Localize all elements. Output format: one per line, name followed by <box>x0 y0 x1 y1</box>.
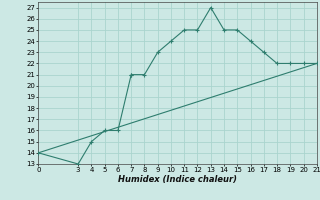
X-axis label: Humidex (Indice chaleur): Humidex (Indice chaleur) <box>118 175 237 184</box>
